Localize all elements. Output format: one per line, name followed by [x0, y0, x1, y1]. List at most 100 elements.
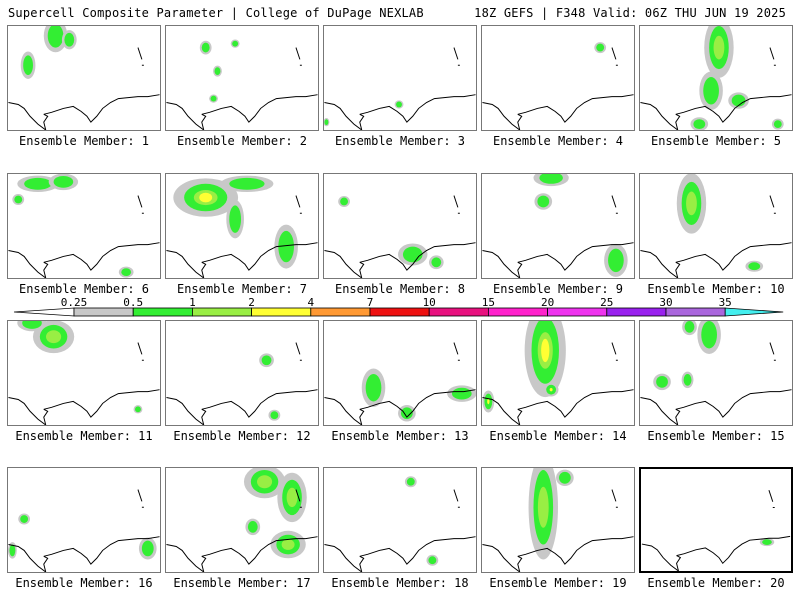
scp-contour-green [141, 540, 154, 557]
colorbar-tick-label: 15 [482, 296, 495, 309]
island-outline [295, 489, 301, 502]
ensemble-member-label: Ensemble Member: 2 [176, 134, 308, 148]
scp-contour-green [340, 197, 348, 206]
map-14 [482, 321, 634, 425]
scp-contour-green [748, 262, 761, 271]
colorbar-swatch [665, 307, 726, 317]
island-outline [769, 47, 775, 60]
coastline [517, 261, 523, 278]
scp-contour-green [539, 174, 563, 184]
colorbar-tick-label: 30 [659, 296, 672, 309]
scp-contour-green [135, 406, 141, 413]
ensemble-map-panel-14 [481, 320, 635, 426]
colorbar-swatch [251, 307, 312, 317]
ensemble-map-panel-13 [323, 320, 477, 426]
island-outline [611, 47, 617, 60]
island-outline [611, 342, 617, 355]
map-16 [8, 489, 160, 572]
ensemble-member-label: Ensemble Member: 10 [647, 282, 785, 296]
coastline [640, 389, 792, 425]
island-outline [137, 47, 143, 60]
coastline [675, 408, 681, 425]
ensemble-map-panel-10 [639, 173, 793, 279]
coastline [201, 261, 207, 278]
coastline [324, 536, 476, 572]
ensemble-map-panel-3 [323, 25, 477, 131]
ensemble-member-label: Ensemble Member: 13 [331, 429, 469, 443]
ensemble-member-label: Ensemble Member: 4 [492, 134, 624, 148]
coastline [517, 555, 523, 572]
colorbar-tick-label: 4 [307, 296, 314, 309]
coastline [201, 113, 207, 130]
scp-contour-green [53, 175, 74, 188]
scp-contour-green [64, 32, 75, 47]
coastline [640, 242, 792, 278]
map-7 [166, 175, 318, 278]
ensemble-map-panel-11 [7, 320, 161, 426]
ensemble-member-label: Ensemble Member: 5 [650, 134, 782, 148]
colorbar-tick-label: 35 [719, 296, 732, 309]
scp-contour-green [229, 177, 265, 190]
island-outline [295, 47, 301, 60]
coastline [201, 555, 207, 572]
map-title: Supercell Composite Parameter | College … [8, 6, 424, 20]
colorbar-swatch [132, 307, 193, 317]
coastline [8, 536, 160, 572]
coastline [324, 242, 476, 278]
island-outline [769, 342, 775, 355]
map-15 [640, 321, 792, 425]
coastline [43, 408, 49, 425]
coastline [675, 261, 681, 278]
coastline [676, 555, 682, 571]
scp-contour-green [247, 520, 258, 533]
island-outline [453, 342, 459, 355]
ensemble-map-panel-5 [639, 25, 793, 131]
map-2 [166, 39, 318, 130]
map-8 [324, 195, 476, 278]
scp-contour-yellow [487, 398, 490, 405]
scp-contour-green [701, 321, 717, 349]
scp-contour-green [20, 515, 29, 523]
ensemble-member-label: Ensemble Member: 19 [489, 576, 627, 590]
map-10 [640, 174, 792, 278]
coastline [166, 536, 318, 572]
ensemble-map-panel-7 [165, 173, 319, 279]
coastline [324, 389, 476, 425]
coastline [359, 555, 365, 572]
colorbar-swatch [606, 307, 667, 317]
ensemble-member-label: Ensemble Member: 14 [489, 429, 627, 443]
scp-contour-green [324, 119, 329, 126]
island-outline [769, 195, 775, 208]
scp-contour-green [210, 95, 217, 102]
colorbar-tick-label: 20 [541, 296, 554, 309]
ensemble-member-label: Ensemble Member: 12 [173, 429, 311, 443]
color-legend: 0.25 0.5 1 2 4 7 10 15 20 25 30 35 [13, 296, 784, 317]
ensemble-map-panel-2 [165, 25, 319, 131]
map-18 [324, 476, 476, 572]
scp-contour-green [693, 119, 706, 130]
ensemble-map-panel-4 [481, 25, 635, 131]
coastline [166, 389, 318, 425]
ensemble-map-panel-9 [481, 173, 635, 279]
coastline [8, 94, 160, 130]
scp-contour-green [431, 257, 442, 268]
scp-contour-green [400, 407, 413, 420]
ensemble-member-label: Ensemble Member: 8 [334, 282, 466, 296]
ensemble-map-panel-18 [323, 467, 477, 573]
colorbar-swatch [191, 307, 252, 317]
map-4 [482, 42, 634, 130]
colorbar-low-arrow [13, 307, 75, 317]
coastline [8, 242, 160, 278]
map-17 [166, 468, 318, 572]
scp-contour-green [47, 26, 64, 48]
scp-contour-green [24, 177, 52, 190]
coastline [43, 555, 49, 572]
coastline [517, 408, 523, 425]
coastline [482, 94, 634, 130]
coastline [166, 94, 318, 130]
scp-contour-green [365, 373, 382, 402]
scp-contour-lime [281, 539, 295, 550]
run-valid-time: 18Z GEFS | F348 Valid: 06Z THU JUN 19 20… [474, 6, 786, 20]
scp-contour-lime [46, 330, 62, 344]
map-1 [8, 26, 160, 130]
